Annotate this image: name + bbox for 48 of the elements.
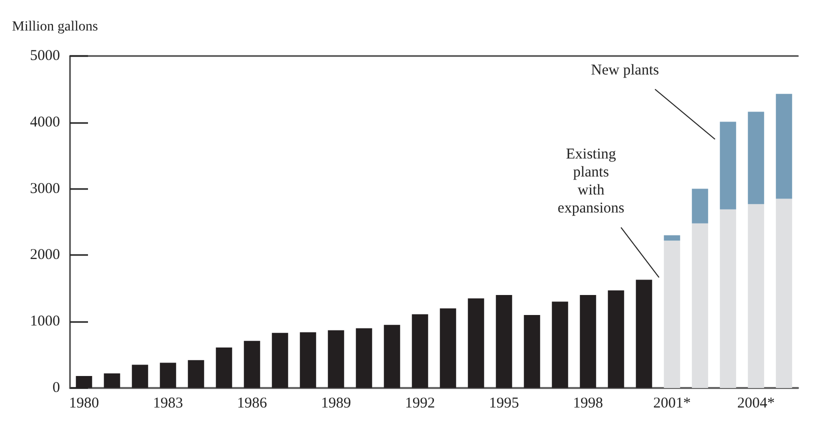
- x-tick-label: 1986: [237, 396, 268, 412]
- bar: [720, 209, 736, 388]
- bar: [748, 204, 764, 388]
- y-tick-label: 1000: [30, 314, 60, 330]
- bar: [356, 328, 372, 388]
- y-tick-label: 2000: [30, 247, 60, 264]
- bar: [636, 280, 652, 388]
- y-tick-label: 4000: [30, 114, 60, 130]
- text: Existing plants with expansions: [558, 146, 624, 216]
- bar: [748, 112, 764, 204]
- x-tick-label: 2004*: [737, 396, 775, 412]
- bar: [160, 362, 176, 388]
- x-tick-label: 1995: [489, 396, 519, 412]
- bar: [412, 314, 428, 388]
- bar: [272, 332, 288, 388]
- bar: [720, 122, 736, 210]
- x-tick-label: 2001*: [653, 396, 691, 412]
- bar: [692, 223, 708, 388]
- x-tick-label: 1980: [69, 396, 99, 412]
- bar: [776, 94, 792, 199]
- bar: [580, 295, 596, 388]
- y-tick-label: 0: [52, 380, 60, 396]
- bar: [440, 308, 456, 388]
- bar: [188, 360, 204, 388]
- bar: [328, 330, 344, 388]
- bar: [664, 240, 680, 388]
- bar: [384, 324, 400, 388]
- y-axis-title: Million gallons: [12, 20, 98, 34]
- x-tick-label: 1983: [153, 396, 183, 412]
- bar: [524, 314, 540, 388]
- bar: [664, 235, 680, 241]
- bar: [608, 290, 624, 388]
- bar: [104, 373, 120, 388]
- bar: [216, 347, 232, 388]
- bar: [468, 298, 484, 388]
- bar: [300, 332, 316, 388]
- y-tick-label: 3000: [30, 180, 60, 197]
- x-tick-label: 1989: [321, 396, 351, 412]
- bar: [244, 340, 260, 388]
- x-tick-label: 1992: [405, 396, 435, 412]
- bar: [692, 188, 708, 224]
- bar: [776, 198, 792, 388]
- bar: [132, 364, 148, 388]
- bar: [496, 295, 512, 388]
- bar: [552, 302, 568, 388]
- text: New plants: [591, 62, 660, 78]
- x-tick-label: 1998: [573, 396, 603, 412]
- y-tick-label: 5000: [30, 48, 60, 64]
